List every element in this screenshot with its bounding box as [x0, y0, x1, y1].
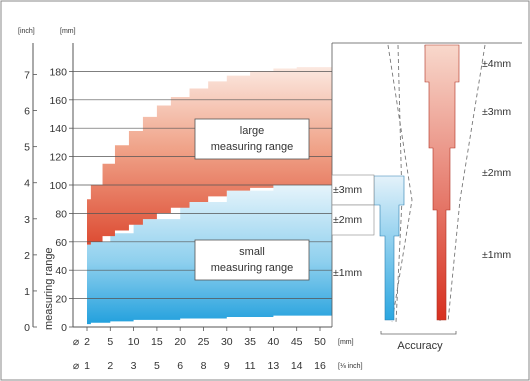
- small-range-label-line2: measuring range: [211, 262, 294, 274]
- x-mm-tick-label: 15: [151, 336, 163, 348]
- accuracy-right-label-3mm: ±3mm: [482, 106, 511, 118]
- x-inch-tick-label: 5: [154, 360, 160, 372]
- y-mm-tick-label: 20: [55, 294, 67, 306]
- y-mm-tick-label: 80: [55, 208, 67, 220]
- accuracy-right-label-1mm: ±1mm: [482, 249, 511, 261]
- mm-unit-label: [mm]: [60, 28, 76, 35]
- x-inch-tick-label: 16: [314, 360, 326, 372]
- diameter-symbol-inch: ⌀: [73, 360, 80, 372]
- x-inch-tick-label: 13: [268, 360, 280, 372]
- y-mm-tick-label: 120: [49, 152, 67, 164]
- large-range-label-line1: large: [240, 125, 264, 137]
- x-mm-tick-label: 35: [244, 336, 256, 348]
- x-mm-tick-label: 10: [128, 336, 140, 348]
- x-mm-tick-label: 40: [268, 336, 280, 348]
- accuracy-panel: ±3mm ±2mm ±1mm ±4mm ±3mm ±2mm ±1mm Accur…: [331, 42, 522, 352]
- x-inch-tick-label: 11: [245, 360, 256, 372]
- accuracy-left-label-1mm: ±1mm: [333, 267, 362, 279]
- y-mm-tick-label: 160: [49, 95, 67, 107]
- x-inch-unit-label: [⅛ inch]: [338, 363, 363, 370]
- x-mm-tick-label: 20: [174, 336, 186, 348]
- y-axis-label: measuring range: [43, 247, 55, 330]
- diameter-symbol-mm: ⌀: [73, 336, 80, 348]
- accuracy-right-label-4mm: ±4mm: [482, 58, 511, 70]
- x-inch-tick-label: 8: [201, 360, 207, 372]
- accuracy-bar-large: [424, 44, 460, 321]
- y-mm-tick-label: 60: [55, 237, 67, 249]
- x-mm-tick-label: 25: [198, 336, 210, 348]
- y-mm-tick-label: 0: [61, 322, 67, 334]
- x-inch-tick-label: 14: [291, 360, 303, 372]
- x-inch-tick-label: 1: [84, 360, 90, 372]
- x-inch-tick-label: 2: [107, 360, 113, 372]
- accuracy-bar-small: [373, 175, 405, 321]
- y-mm-tick-label: 40: [55, 265, 67, 277]
- x-mm-tick-label: 50: [314, 336, 326, 348]
- y-inch-tick-label: 0: [24, 322, 30, 334]
- accuracy-left-label-2mm: ±2mm: [333, 214, 362, 226]
- inch-unit-label: [inch]: [18, 28, 35, 35]
- y-mm-tick-label: 180: [49, 66, 67, 78]
- x-inch-tick-label: 6: [177, 360, 183, 372]
- y-inch-tick-label: 6: [24, 106, 30, 118]
- y-inch-tick-label: 3: [24, 214, 30, 226]
- x-mm-tick-label: 2: [84, 336, 90, 348]
- y-inch-tick-label: 2: [24, 250, 30, 262]
- x-inch-tick-label: 3: [131, 360, 137, 372]
- y-inch-tick-label: 5: [24, 142, 30, 154]
- y-mm-tick-label: 140: [49, 123, 67, 135]
- accuracy-left-label-3mm: ±3mm: [333, 184, 362, 196]
- small-range-label-box: [194, 239, 310, 281]
- x-inch-tick-label: 9: [224, 360, 230, 372]
- y-inch-tick-label: 7: [24, 70, 30, 82]
- x-mm-tick-label: 5: [107, 336, 113, 348]
- y-inch-tick-label: 4: [24, 178, 30, 190]
- y-inch-tick-label: 1: [24, 286, 30, 298]
- x-mm-tick-label: 30: [221, 336, 233, 348]
- small-range-label-line1: small: [239, 246, 265, 258]
- accuracy-right-label-2mm: ±2mm: [482, 167, 511, 179]
- y-mm-tick-label: 100: [49, 180, 67, 192]
- x-mm-tick-label: 45: [291, 336, 303, 348]
- accuracy-title: Accuracy: [397, 340, 443, 352]
- large-range-label-box: [194, 118, 310, 160]
- large-range-label-line2: measuring range: [211, 141, 294, 153]
- x-mm-unit-label: [mm]: [338, 339, 354, 346]
